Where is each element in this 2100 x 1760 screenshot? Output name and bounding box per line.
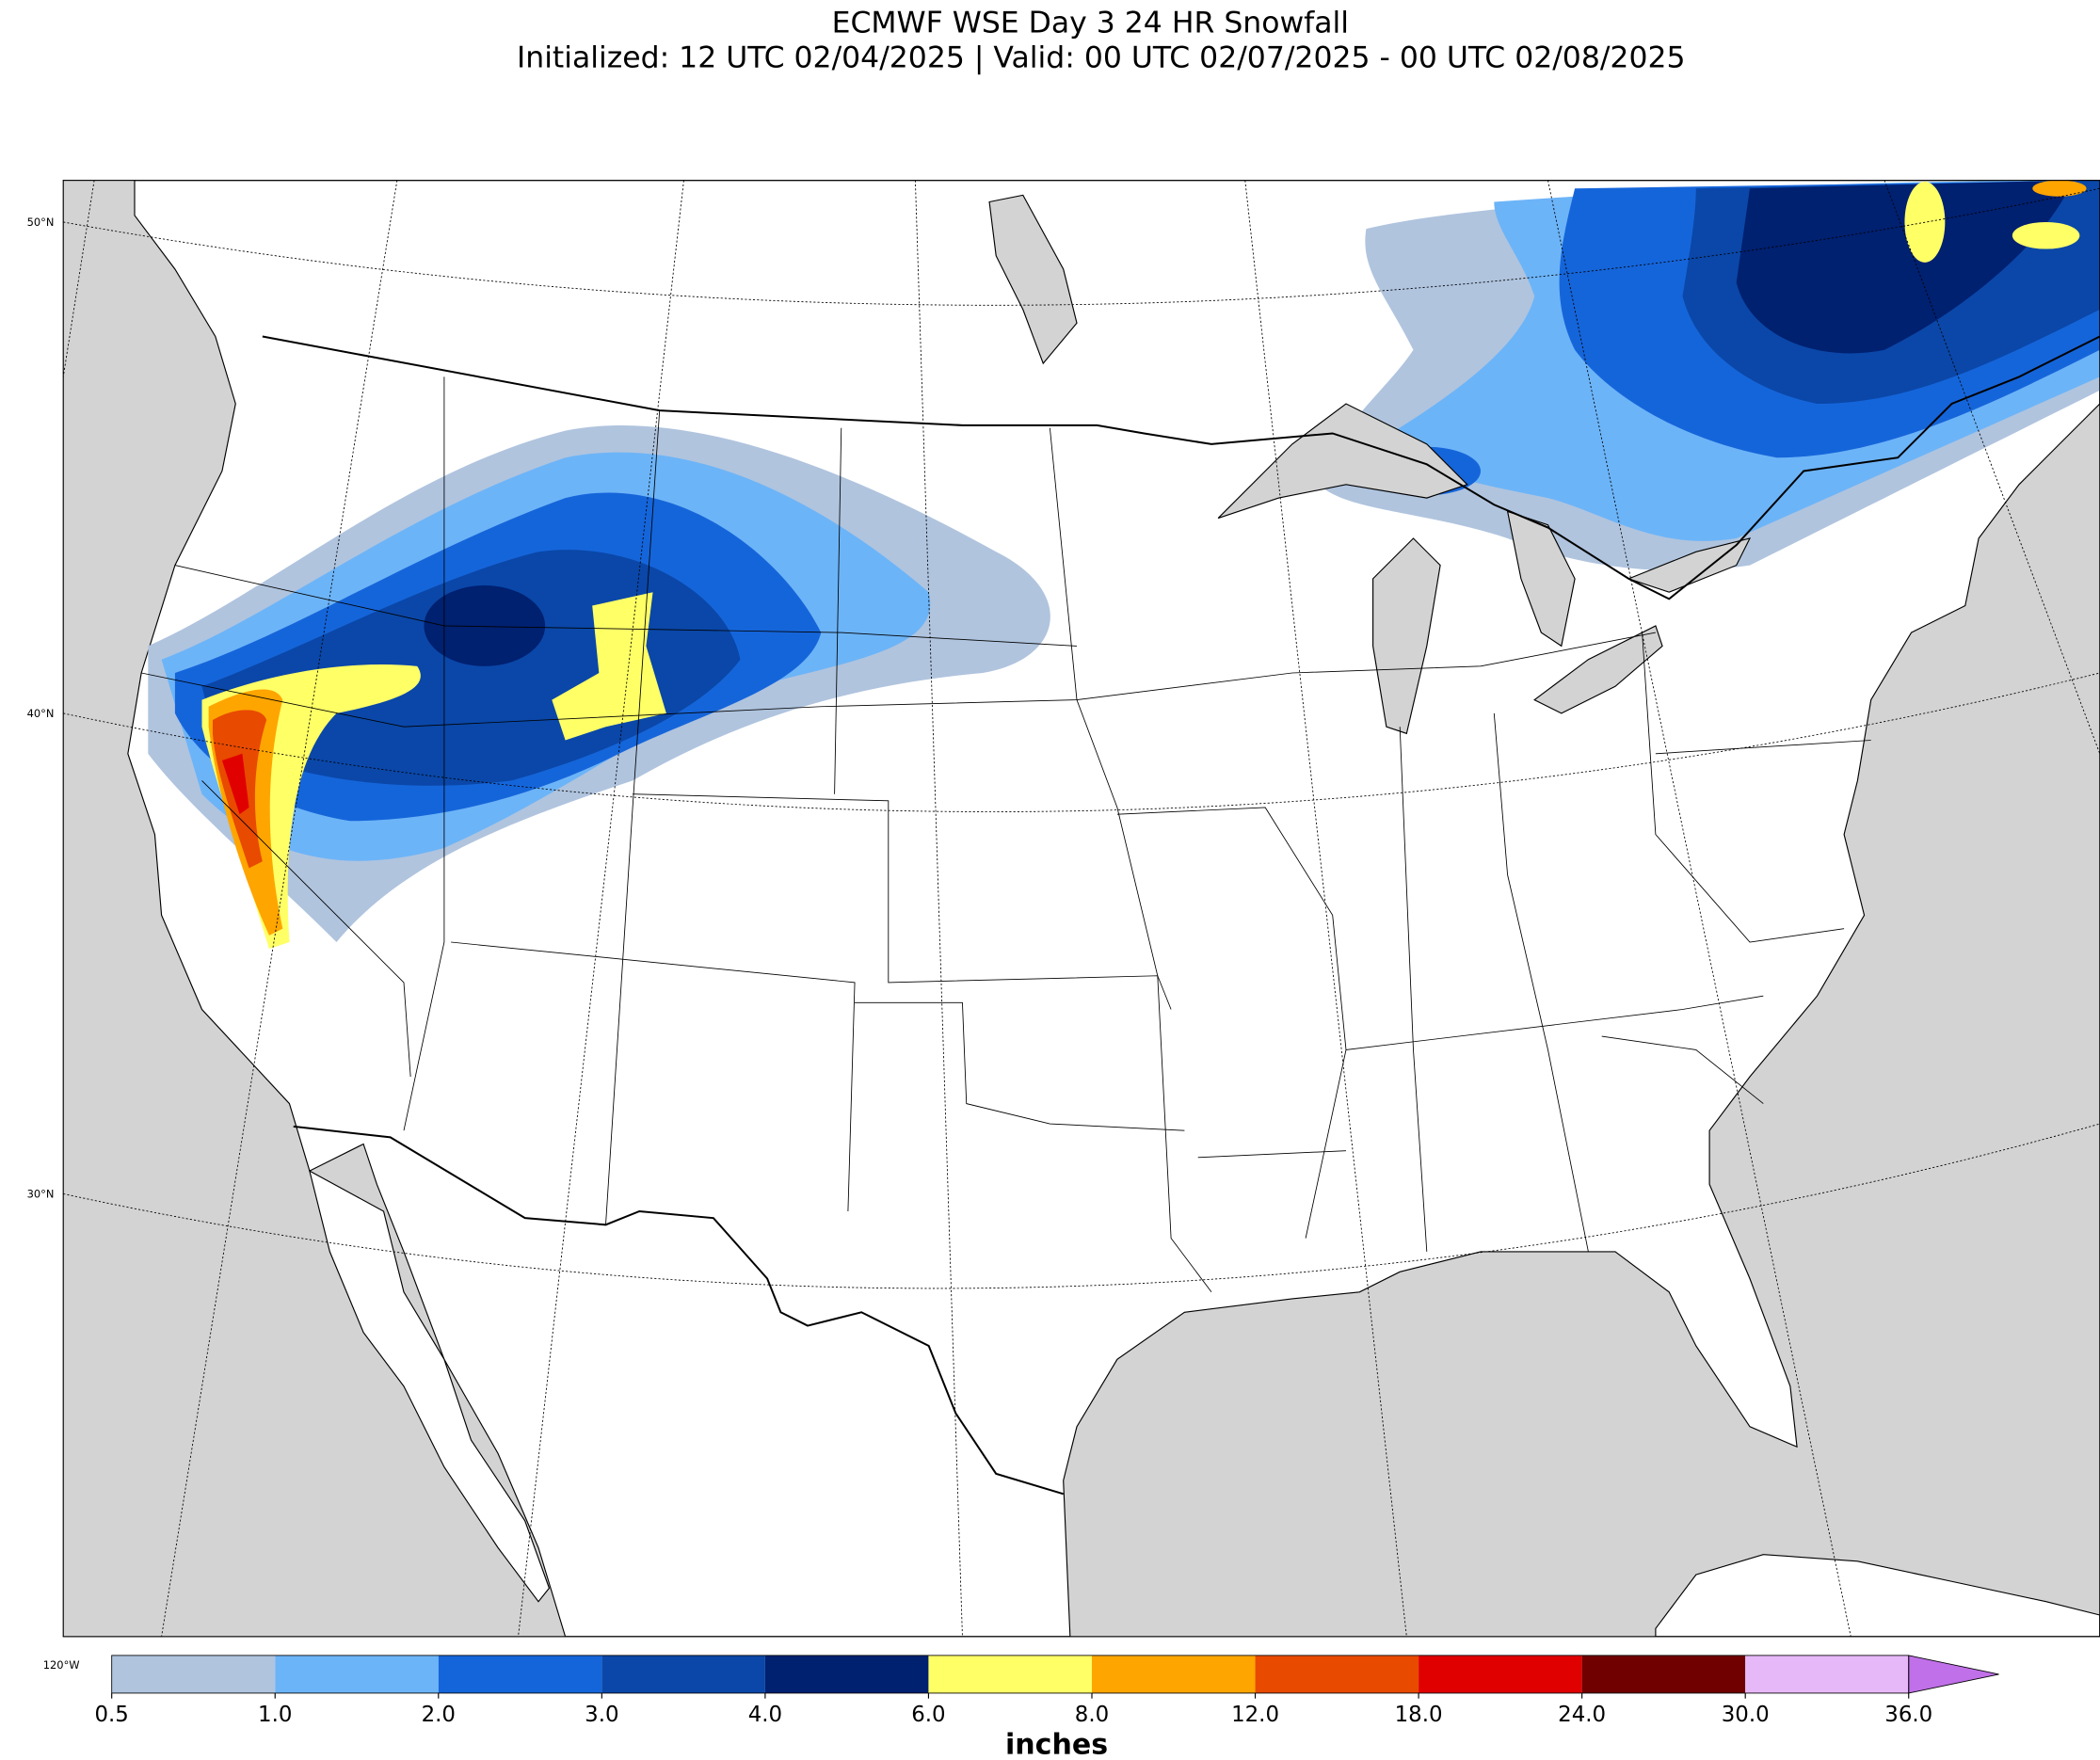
state-lines xyxy=(141,376,1871,1293)
lake xyxy=(1533,625,1663,714)
colorbar-bin xyxy=(928,1655,1092,1693)
colorbar-tick-label: 3.0 xyxy=(585,1703,618,1727)
snow-area xyxy=(2032,180,2087,197)
colorbar-tick-label: 24.0 xyxy=(1558,1703,1606,1727)
colorbar-tick-label: 18.0 xyxy=(1395,1703,1443,1727)
lat-label: 50°N xyxy=(27,216,55,229)
title: ECMWF WSE Day 3 24 HR Snowfall xyxy=(832,6,1349,40)
colorbar-tick-label: 8.0 xyxy=(1075,1703,1109,1727)
border xyxy=(293,1125,1064,1496)
colorbar-bin xyxy=(601,1655,765,1693)
colorbar-bin xyxy=(111,1655,276,1693)
lake xyxy=(1506,510,1576,648)
baja xyxy=(309,1169,551,1603)
colorbar-bin xyxy=(1581,1655,1746,1693)
colorbar-bin xyxy=(438,1655,602,1693)
colorbar-bin xyxy=(275,1655,439,1693)
colorbar-bin xyxy=(1745,1655,1909,1693)
colorbar-bin xyxy=(1419,1655,1582,1693)
colorbar-bin xyxy=(764,1655,929,1693)
colorbar-tick-label: 0.5 xyxy=(94,1703,128,1727)
snowfall xyxy=(148,180,2100,950)
graticule xyxy=(63,180,2100,1637)
subtitle: Initialized: 12 UTC 02/04/2025 | Valid: … xyxy=(517,41,1686,75)
lake xyxy=(1217,403,1468,520)
snow-area xyxy=(221,753,249,815)
colorbar-tick-label: 6.0 xyxy=(911,1703,945,1727)
colorbar-bin xyxy=(1091,1655,1256,1693)
lat-label: 40°N xyxy=(27,707,55,720)
colorbar-tick-label: 30.0 xyxy=(1722,1703,1770,1727)
colorbar-tick-label: 1.0 xyxy=(258,1703,292,1727)
snow-area xyxy=(2012,221,2080,249)
colorbar-outline xyxy=(111,1655,1910,1694)
colorbar-tick-label: 2.0 xyxy=(422,1703,456,1727)
colorbar-tick-label: 4.0 xyxy=(748,1703,782,1727)
cuba xyxy=(1655,1554,2100,1637)
colorbar-tick-label: 36.0 xyxy=(1884,1703,1932,1727)
colorbar-label: inches xyxy=(1005,1728,1108,1760)
lake xyxy=(1372,537,1441,735)
lake xyxy=(1627,537,1752,593)
snow-area xyxy=(424,585,546,666)
colorbar: inches 0.5 1.0 2.0 3.0 4.0 6.0 8.0 12.0 18.0 24.0… xyxy=(94,1655,1999,1760)
figure: ECMWF WSE Day 3 24 HR Snowfall Initializ… xyxy=(27,6,2100,1760)
map: 50°N 40°N 30°N 120°W xyxy=(27,180,2100,1672)
colorbar-extend xyxy=(1908,1655,1999,1694)
colorbar-bin xyxy=(1255,1655,1419,1693)
lake xyxy=(988,194,1078,365)
lon-label: 120°W xyxy=(43,1658,80,1672)
colorbar-tick-label: 12.0 xyxy=(1231,1703,1279,1727)
snow-area xyxy=(1736,180,2074,354)
lat-label: 30°N xyxy=(27,1188,55,1201)
border xyxy=(262,335,2100,600)
